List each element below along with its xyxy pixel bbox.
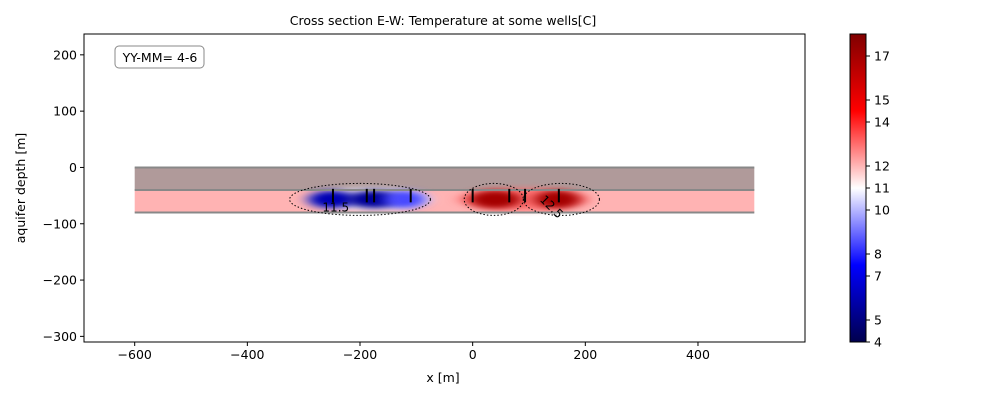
x-tick-label: 0 <box>469 347 477 362</box>
colorbar-tick-label: 12 <box>874 159 890 174</box>
temperature-plume <box>469 190 521 209</box>
y-tick-label: 100 <box>53 104 77 119</box>
colorbar-tick-label: 5 <box>874 313 882 328</box>
y-tick-label: −200 <box>43 273 77 288</box>
colorbar-tick-label: 8 <box>874 247 882 262</box>
x-axis-label: x [m] <box>426 370 459 385</box>
x-tick-label: −200 <box>343 347 377 362</box>
plot-frame <box>83 33 806 343</box>
temperature-plume <box>383 190 427 209</box>
plot-area: 11.5 12.5 <box>134 166 755 221</box>
x-tick-label: −600 <box>118 347 152 362</box>
colorbar-tick-label: 4 <box>874 335 882 350</box>
colorbar-tick-label: 10 <box>874 203 890 218</box>
y-tick-label: 200 <box>53 47 77 62</box>
y-tick-label: 0 <box>69 160 77 175</box>
temperature-contour <box>289 182 431 216</box>
chart-title: Cross section E-W: Temperature at some w… <box>290 13 597 28</box>
annotation-box: YY-MM= 4-6 <box>114 45 205 69</box>
colorbar-tick-label: 7 <box>874 269 882 284</box>
colorbar-gradient <box>849 33 867 343</box>
colorbar: 4 5 7 8 10 11 12 14 15 17 <box>849 33 890 350</box>
y-axis-label: aquifer depth [m] <box>13 133 28 243</box>
y-tick-label: −300 <box>43 329 77 344</box>
colorbar-tick-label: 11 <box>874 181 890 196</box>
colorbar-tick-label: 14 <box>874 115 890 130</box>
axes: −600 −400 −200 0 200 400 200 100 0 −100 −200 −300 <box>43 33 806 362</box>
aquifer-layer-0 <box>134 167 755 190</box>
contour-label: 11.5 <box>322 200 349 214</box>
y-tick-label: −100 <box>43 216 77 231</box>
x-tick-label: −400 <box>230 347 264 362</box>
annotation-text: YY-MM= 4-6 <box>122 50 198 65</box>
colorbar-tick-label: 17 <box>874 49 890 64</box>
temperature-plume <box>534 190 580 209</box>
x-tick-label: 400 <box>686 347 710 362</box>
aquifer-layer-1 <box>134 189 755 213</box>
temperature-contour <box>522 182 600 216</box>
x-tick-label: 200 <box>573 347 597 362</box>
temperature-plume <box>307 190 356 209</box>
colorbar-tick-label: 15 <box>874 93 890 108</box>
